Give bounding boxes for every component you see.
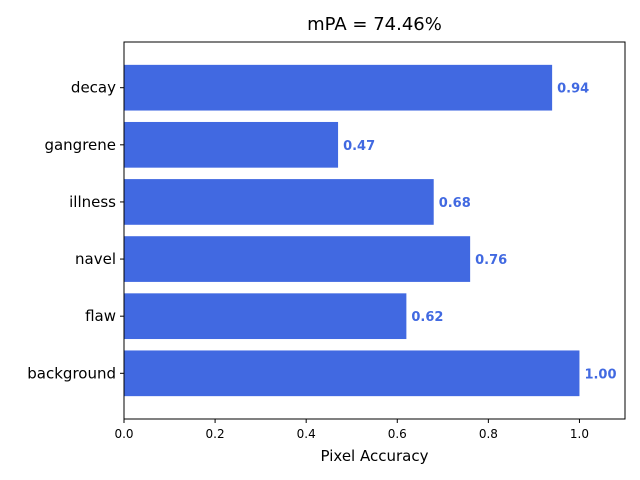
x-tick-label: 0.4 [297,427,316,441]
x-tick-label: 1.0 [570,427,589,441]
bar-illness [124,179,434,225]
bar-decay [124,64,553,111]
x-tick-label: 0.6 [388,427,407,441]
data-label-flaw: 0.62 [411,310,443,325]
data-label-navel: 0.76 [475,253,507,268]
x-axis-ticks: 0.0 0.2 0.4 0.6 0.8 1.0 [114,419,589,441]
y-tick-label-decay: decay [71,79,116,97]
y-tick-label-background: background [27,364,116,382]
data-label-gangrene: 0.47 [343,139,375,154]
x-tick-label: 0.8 [479,427,498,441]
x-tick-label: 0.0 [114,427,133,441]
data-label-background: 1.00 [584,367,616,382]
bar-background [124,350,580,397]
plot-frame [123,41,626,420]
x-tick-label: 0.2 [206,427,225,441]
data-label-decay: 0.94 [557,82,589,97]
y-axis-ticks: background flaw navel illness gangrene decay [27,79,124,382]
bar-gangrene [124,121,339,168]
y-tick-label-flaw: flaw [85,307,116,325]
y-tick-label-illness: illness [69,193,116,211]
data-label-illness: 0.68 [439,196,471,211]
bars-group: 1.00 0.62 0.76 0.68 0.47 0.94 [124,64,617,397]
bar-navel [124,236,471,282]
y-tick-label-gangrene: gangrene [44,136,116,154]
y-tick-label-navel: navel [75,250,116,268]
x-axis-title: Pixel Accuracy [321,447,429,465]
bar-flaw [124,293,407,340]
chart-title: mPA = 74.46% [307,14,442,35]
